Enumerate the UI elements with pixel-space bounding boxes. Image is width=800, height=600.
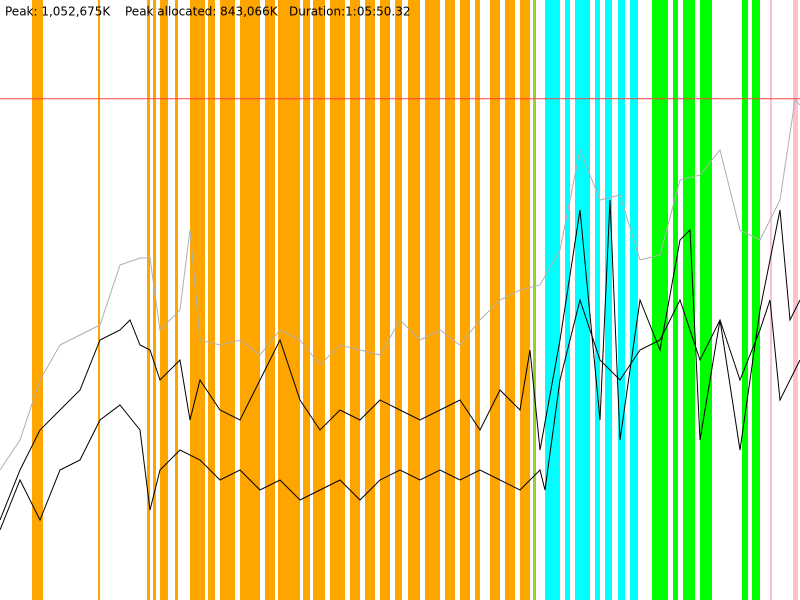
- phase-band: [365, 0, 375, 600]
- phase-band: [673, 0, 678, 600]
- phase-band: [98, 0, 100, 600]
- phase-band: [32, 0, 43, 600]
- phase-band: [220, 0, 235, 600]
- phase-band: [460, 0, 470, 600]
- header: Peak: 1,052,675K Peak allocated: 843,066…: [5, 5, 411, 19]
- phase-band: [303, 0, 310, 600]
- phase-band: [742, 0, 748, 600]
- phase-band: [605, 0, 612, 600]
- phase-band: [652, 0, 668, 600]
- series-line: [0, 199, 800, 521]
- phase-band: [683, 0, 695, 600]
- phase-bands: [32, 0, 798, 600]
- peak-allocated-label: Peak allocated: 843,066K: [125, 5, 279, 19]
- phase-band: [153, 0, 156, 600]
- phase-band: [793, 0, 798, 600]
- phase-band: [175, 0, 178, 600]
- phase-band: [520, 0, 530, 600]
- series-line: [0, 98, 800, 471]
- phase-band: [240, 0, 260, 600]
- phase-band: [408, 0, 420, 600]
- phase-band: [425, 0, 440, 600]
- plot-lines: [0, 98, 800, 531]
- phase-band: [190, 0, 205, 600]
- phase-band: [475, 0, 480, 600]
- peak-label: Peak: 1,052,675K: [5, 5, 111, 19]
- phase-band: [380, 0, 390, 600]
- phase-band: [618, 0, 625, 600]
- phase-band: [575, 0, 590, 600]
- phase-band: [490, 0, 500, 600]
- phase-band: [533, 0, 536, 600]
- series-line: [0, 298, 800, 531]
- phase-band: [630, 0, 638, 600]
- phase-band: [565, 0, 570, 600]
- phase-band: [545, 0, 560, 600]
- phase-band: [395, 0, 402, 600]
- phase-band: [160, 0, 168, 600]
- phase-band: [278, 0, 300, 600]
- phase-band: [350, 0, 360, 600]
- phase-band: [265, 0, 275, 600]
- phase-band: [700, 0, 712, 600]
- phase-band: [595, 0, 600, 600]
- phase-band: [445, 0, 455, 600]
- phase-band: [208, 0, 215, 600]
- phase-band: [147, 0, 150, 600]
- phase-band: [330, 0, 345, 600]
- phase-band: [770, 0, 772, 600]
- duration-label: Duration:1:05:50.32: [289, 5, 411, 19]
- phase-band: [505, 0, 515, 600]
- phase-band: [313, 0, 325, 600]
- phase-band: [752, 0, 760, 600]
